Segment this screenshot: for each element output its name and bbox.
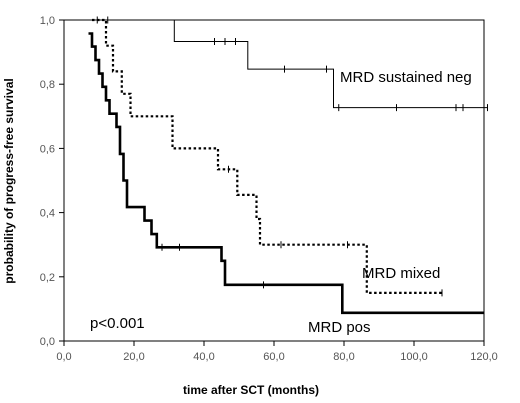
series-mrd-mixed	[92, 18, 443, 297]
x-tick-label: 0,0	[56, 351, 71, 363]
annotation-mrd-sustained-neg: MRD sustained neg	[340, 69, 472, 86]
y-axis-title: probability of progress-free survival	[2, 78, 16, 283]
y-tick-label: 0,0	[40, 336, 55, 348]
annotation-mrd-mixed: MRD mixed	[362, 265, 440, 282]
y-tick-label: 0,2	[40, 272, 55, 284]
series-mrd-pos	[88, 32, 485, 317]
series-line-mrd-mixed	[92, 18, 442, 294]
x-tick-label: 100,0	[400, 351, 428, 363]
x-tick-label: 120,0	[470, 351, 498, 363]
annotation-mrd-pos: MRD pos	[308, 319, 371, 336]
x-tick-label: 60,0	[263, 351, 284, 363]
annotation-p-value: p<0.001	[90, 315, 145, 332]
series-mrd-sustained-neg	[64, 16, 488, 112]
series-line-mrd-sustained-neg	[64, 19, 488, 109]
y-tick-label: 0,4	[40, 208, 55, 220]
y-tick-label: 1,0	[40, 15, 55, 27]
x-axis-title: time after SCT (months)	[183, 383, 319, 397]
series-line-mrd-pos	[88, 32, 484, 315]
axis-ticks: 0,0 20,0 40,0 60,0 80,0 100,0 120,0 0,0 0,2 0,4 0,…	[40, 15, 498, 363]
x-tick-label: 80,0	[333, 351, 354, 363]
x-tick-label: 40,0	[193, 351, 214, 363]
y-tick-label: 0,8	[40, 79, 55, 91]
x-tick-label: 20,0	[123, 351, 144, 363]
y-tick-label: 0,6	[40, 143, 55, 155]
